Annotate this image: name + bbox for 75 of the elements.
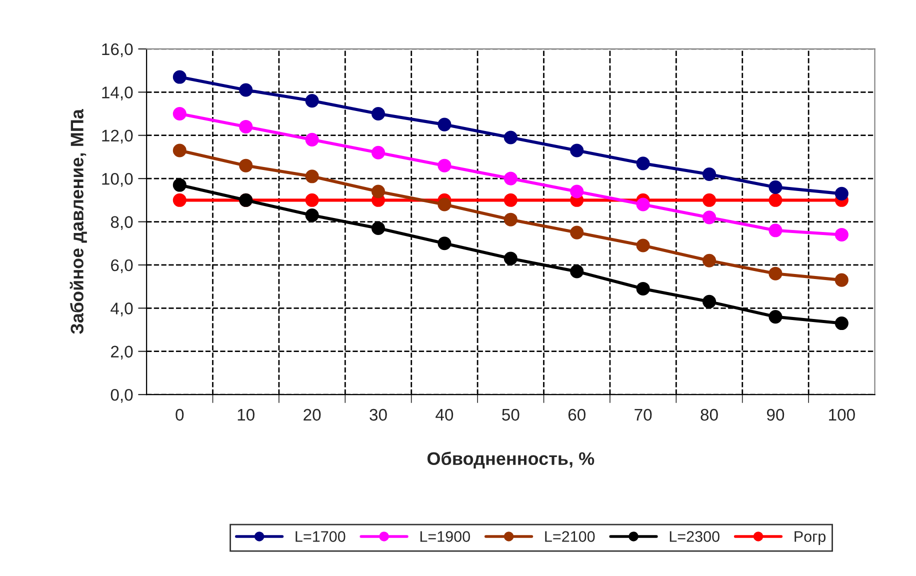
y-tick-label: 12,0: [102, 130, 133, 144]
point: [504, 130, 518, 144]
point: [438, 236, 452, 250]
point: [834, 273, 848, 287]
y-tick-label: 4,0: [110, 302, 133, 316]
point: [239, 83, 253, 97]
point: [371, 106, 386, 121]
x-tick-label: 80: [700, 408, 718, 421]
y-axis-title: Забойное давление, МПа: [70, 108, 87, 334]
y-tick-label: 2,0: [111, 346, 133, 360]
point: [504, 212, 518, 226]
point: [834, 316, 848, 330]
point: [834, 228, 848, 242]
point: [702, 294, 716, 308]
point: [172, 70, 186, 84]
x-tick-label: 0: [176, 408, 184, 421]
x-tick-label: 30: [370, 408, 387, 421]
point: [504, 172, 518, 186]
legend-label: Pогр: [794, 531, 826, 545]
point: [371, 221, 386, 236]
y-tick-label: 6,0: [111, 259, 133, 274]
y-tick-label: 0,0: [110, 388, 133, 403]
legend-label: L=1700: [296, 531, 346, 542]
point: [172, 178, 186, 192]
point: [768, 193, 782, 207]
point: [305, 170, 319, 184]
point: [305, 208, 319, 222]
point: [636, 238, 650, 252]
point: [636, 156, 650, 170]
point: [504, 252, 518, 266]
x-tick-label: 60: [568, 408, 586, 421]
point: [636, 198, 650, 212]
point: [570, 184, 584, 198]
point: [702, 193, 716, 207]
x-tick-label: 50: [502, 408, 520, 421]
x-axis-title: Обводненность, %: [427, 452, 594, 468]
point: [305, 132, 319, 146]
legend-label: L=2300: [670, 531, 720, 542]
legend-label: L=2100: [545, 531, 595, 542]
point: [172, 106, 186, 121]
legend-label: L=1900: [420, 531, 470, 542]
point: [570, 226, 584, 240]
point: [636, 282, 650, 296]
point: [768, 310, 782, 324]
y-tick-label: 14,0: [102, 86, 133, 100]
y-tick-label: 16,0: [102, 43, 133, 58]
point: [768, 224, 782, 238]
point: [438, 198, 452, 212]
point: [172, 144, 186, 158]
point: [239, 120, 253, 134]
point: [702, 254, 716, 268]
point: [305, 193, 319, 207]
point: [768, 266, 782, 280]
point: [702, 167, 716, 182]
x-tick-label: 70: [634, 408, 652, 421]
point: [305, 94, 319, 108]
y-tick-label: 10,0: [102, 172, 133, 187]
x-tick-label: 20: [304, 408, 321, 421]
point: [172, 193, 186, 207]
point: [239, 158, 253, 172]
point: [504, 193, 518, 207]
point: [438, 118, 452, 132]
x-tick-label: 10: [238, 408, 254, 421]
point: [371, 184, 386, 198]
x-tick-label: 100: [829, 408, 855, 421]
point: [570, 144, 584, 158]
point: [768, 180, 782, 194]
point: [570, 264, 584, 278]
point: [371, 146, 386, 160]
x-tick-label: 40: [436, 408, 454, 421]
y-tick-label: 8,0: [110, 216, 133, 230]
point: [834, 186, 848, 200]
point: [438, 158, 452, 172]
point: [702, 210, 716, 224]
x-tick-label: 90: [766, 408, 784, 421]
